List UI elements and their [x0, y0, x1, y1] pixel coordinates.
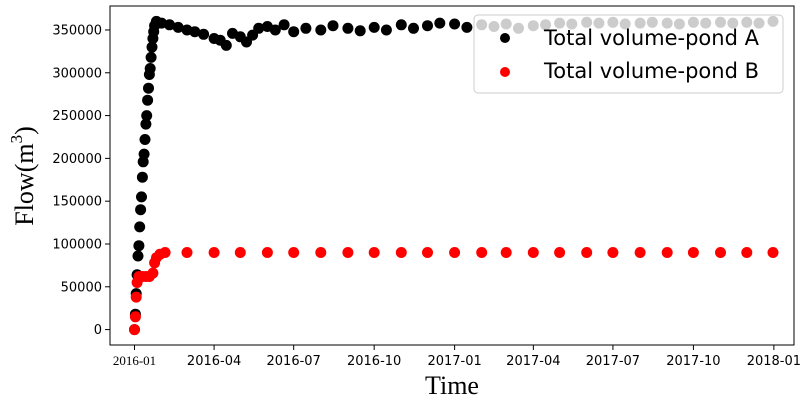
legend-label-pond-a: Total volume-pond A [543, 26, 760, 50]
data-point [476, 247, 488, 258]
data-point [634, 247, 646, 258]
data-point [181, 247, 193, 258]
data-point [198, 28, 210, 40]
x-tick-label: 2017-07 [586, 354, 640, 369]
legend-marker-pond-a [500, 33, 510, 43]
data-point [145, 51, 157, 63]
x-tick-label: 2017-01 [427, 354, 481, 369]
legend: Total volume-pond A Total volume-pond B [473, 14, 784, 94]
data-point [146, 41, 158, 53]
data-point [741, 247, 753, 258]
data-point [500, 247, 512, 258]
data-point [189, 26, 201, 38]
data-point [147, 267, 159, 279]
plot-frame [109, 5, 795, 346]
data-point [140, 118, 152, 130]
data-point [422, 247, 433, 258]
data-point [220, 39, 232, 51]
y-tick-label: 350000 [52, 23, 102, 38]
y-axis-title: Flow(m3) [7, 126, 39, 226]
y-axis-title-close: ) [10, 126, 39, 135]
data-point [288, 247, 300, 258]
y-tick-label: 50000 [61, 280, 102, 295]
data-point [380, 24, 392, 36]
data-point [449, 247, 461, 258]
y-tick-label: 300000 [52, 66, 102, 81]
y-axis-title-superscript: 3 [7, 135, 26, 144]
data-point [527, 247, 539, 258]
data-point [138, 148, 150, 160]
data-point [607, 247, 619, 258]
data-point [395, 247, 407, 258]
y-tick-label: 0 [94, 323, 102, 338]
data-point [278, 19, 290, 31]
data-point [300, 22, 312, 34]
series-pond-b [129, 247, 779, 336]
x-tick-label: 2016-04 [187, 354, 241, 369]
data-point [368, 247, 380, 258]
data-point [142, 94, 154, 106]
x-tick-label: 2017-04 [506, 354, 560, 369]
y-axis: 0 50000 100000 150000 200000 250000 300000 3500… [52, 23, 110, 338]
data-point [288, 26, 300, 38]
data-point [408, 22, 419, 34]
data-point [129, 311, 141, 323]
data-point [422, 20, 433, 32]
data-point [315, 24, 327, 36]
data-point [164, 19, 175, 31]
x-axis: 2016-01 2016-04 2016-07 2016-10 2017-01 2017-… [113, 345, 800, 369]
y-tick-label: 250000 [52, 109, 102, 124]
data-point [144, 63, 156, 74]
y-tick-label: 150000 [52, 195, 102, 210]
data-point [136, 171, 148, 183]
data-point [141, 110, 153, 122]
data-point [130, 291, 142, 303]
data-point [129, 324, 140, 336]
data-point [581, 247, 593, 258]
data-point [172, 21, 184, 33]
data-point [208, 247, 220, 258]
data-point [234, 247, 246, 258]
data-point [687, 247, 699, 258]
data-point [315, 247, 327, 258]
data-point [354, 25, 366, 37]
data-point [715, 247, 726, 258]
legend-marker-pond-b [500, 67, 510, 77]
x-tick-label: 2017-10 [666, 354, 720, 369]
data-point [135, 204, 147, 216]
data-point [159, 247, 171, 258]
x-tick-label: 2018-01 [747, 354, 800, 369]
data-point [461, 21, 473, 33]
data-point [136, 191, 147, 203]
x-tick-label: 2016-10 [347, 354, 401, 369]
data-point [261, 247, 273, 258]
data-point [661, 247, 673, 258]
legend-box [473, 14, 784, 94]
data-point [395, 19, 407, 31]
data-point [342, 22, 354, 34]
y-axis-title-main: Flow(m [10, 143, 39, 225]
data-point [342, 247, 354, 258]
data-point [143, 82, 154, 94]
x-tick-label: 2016-01 [113, 353, 156, 368]
y-tick-label: 200000 [52, 152, 102, 167]
data-point [132, 250, 144, 262]
data-point [327, 20, 339, 32]
x-axis-title: Time [425, 371, 479, 400]
data-point [554, 247, 566, 258]
data-point [253, 22, 265, 34]
data-point [449, 18, 461, 30]
data-point [134, 221, 146, 233]
legend-label-pond-b: Total volume-pond B [543, 59, 759, 83]
data-point [767, 247, 779, 258]
x-tick-label: 2016-07 [267, 354, 321, 369]
y-axis-title-group: Flow(m3) [7, 126, 39, 226]
y-tick-label: 100000 [52, 237, 102, 252]
data-point [139, 134, 151, 145]
data-point [133, 240, 145, 252]
data-point [368, 21, 380, 33]
data-point [269, 24, 281, 36]
data-point [434, 17, 446, 29]
